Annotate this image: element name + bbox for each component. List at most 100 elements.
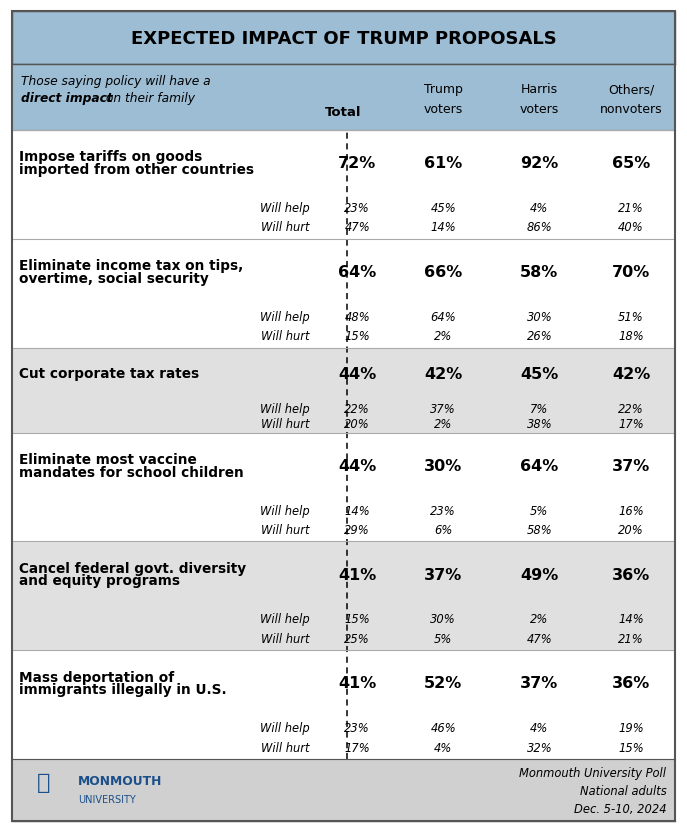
Text: Will hurt: Will hurt (260, 417, 309, 430)
Text: 37%: 37% (424, 567, 462, 582)
Text: 5%: 5% (434, 632, 452, 645)
Text: and equity programs: and equity programs (19, 574, 180, 588)
Text: Cut corporate tax rates: Cut corporate tax rates (19, 367, 199, 381)
Text: 2%: 2% (530, 613, 548, 626)
Text: 64%: 64% (520, 458, 559, 473)
Text: 23%: 23% (430, 504, 456, 517)
Text: 41%: 41% (338, 676, 376, 691)
Bar (12, 65, 675, 131)
Text: Will hurt: Will hurt (260, 632, 309, 645)
Bar (12, 12, 675, 65)
Text: 🏛: 🏛 (36, 772, 50, 792)
Bar (12, 433, 675, 542)
Text: 15%: 15% (618, 740, 644, 753)
Text: 22%: 22% (344, 402, 370, 415)
Text: 18%: 18% (618, 330, 644, 343)
Bar (12, 131, 675, 239)
Text: 37%: 37% (430, 402, 456, 415)
Text: Those saying policy will have a: Those saying policy will have a (21, 75, 210, 88)
Text: voters: voters (423, 103, 463, 116)
Text: Mass deportation of: Mass deportation of (19, 670, 174, 684)
Text: 4%: 4% (434, 740, 452, 753)
Text: 21%: 21% (618, 632, 644, 645)
Bar (12, 759, 675, 821)
Text: Cancel federal govt. diversity: Cancel federal govt. diversity (19, 561, 247, 575)
Text: 47%: 47% (526, 632, 552, 645)
Text: 7%: 7% (530, 402, 548, 415)
Text: 72%: 72% (338, 156, 376, 171)
Text: 2%: 2% (434, 330, 452, 343)
Text: 14%: 14% (344, 504, 370, 517)
Text: 58%: 58% (520, 265, 559, 280)
Text: 14%: 14% (618, 613, 644, 626)
Text: 4%: 4% (530, 202, 548, 214)
Text: 40%: 40% (618, 221, 644, 233)
Text: 19%: 19% (618, 721, 644, 734)
Bar (12, 651, 675, 759)
Text: 36%: 36% (612, 676, 650, 691)
Text: 42%: 42% (612, 366, 650, 381)
Text: 61%: 61% (424, 156, 462, 171)
Text: Others/: Others/ (608, 83, 654, 96)
Text: 5%: 5% (530, 504, 548, 517)
Text: MONMOUTH: MONMOUTH (78, 774, 162, 787)
Text: 48%: 48% (344, 310, 370, 324)
Text: immigrants illegally in U.S.: immigrants illegally in U.S. (19, 682, 227, 696)
Text: 44%: 44% (338, 366, 376, 381)
Bar (12, 542, 675, 651)
Text: nonvoters: nonvoters (600, 103, 662, 116)
Text: UNIVERSITY: UNIVERSITY (78, 793, 135, 804)
Text: 32%: 32% (526, 740, 552, 753)
Text: Will help: Will help (260, 721, 309, 734)
Text: Eliminate income tax on tips,: Eliminate income tax on tips, (19, 259, 243, 273)
Text: Total: Total (325, 106, 362, 119)
Text: EXPECTED IMPACT OF TRUMP PROPOSALS: EXPECTED IMPACT OF TRUMP PROPOSALS (131, 30, 556, 47)
Text: 23%: 23% (344, 721, 370, 734)
Bar (12, 239, 675, 349)
Text: direct impact: direct impact (21, 92, 113, 105)
Text: Will hurt: Will hurt (260, 740, 309, 753)
Text: 30%: 30% (424, 458, 462, 473)
Text: Will help: Will help (260, 310, 309, 324)
Text: 21%: 21% (618, 202, 644, 214)
Text: 58%: 58% (526, 523, 552, 537)
Text: 41%: 41% (338, 567, 376, 582)
Text: 6%: 6% (434, 523, 452, 537)
Text: 47%: 47% (344, 221, 370, 233)
Text: 17%: 17% (344, 740, 370, 753)
Text: 20%: 20% (344, 417, 370, 430)
Bar (12, 349, 675, 433)
Text: Will help: Will help (260, 202, 309, 214)
Text: voters: voters (519, 103, 559, 116)
Text: Impose tariffs on goods: Impose tariffs on goods (19, 150, 203, 164)
Text: 20%: 20% (618, 523, 644, 537)
Text: 37%: 37% (612, 458, 650, 473)
Text: 42%: 42% (424, 366, 462, 381)
Text: 51%: 51% (618, 310, 644, 324)
Text: imported from other countries: imported from other countries (19, 163, 254, 176)
Text: 30%: 30% (430, 613, 456, 626)
Text: 45%: 45% (520, 366, 559, 381)
Text: 44%: 44% (338, 458, 376, 473)
Text: 4%: 4% (530, 721, 548, 734)
Text: 16%: 16% (618, 504, 644, 517)
Text: 29%: 29% (344, 523, 370, 537)
Text: 23%: 23% (344, 202, 370, 214)
Text: 30%: 30% (526, 310, 552, 324)
Text: 66%: 66% (424, 265, 462, 280)
Text: 2%: 2% (434, 417, 452, 430)
Text: 45%: 45% (430, 202, 456, 214)
Text: Monmouth University Poll
National adults
Dec. 5-10, 2024: Monmouth University Poll National adults… (519, 766, 666, 815)
Text: Will help: Will help (260, 402, 309, 415)
Text: on their family: on their family (102, 92, 194, 105)
Text: 26%: 26% (526, 330, 552, 343)
Text: 86%: 86% (526, 221, 552, 233)
Text: Will hurt: Will hurt (260, 523, 309, 537)
Text: 70%: 70% (612, 265, 650, 280)
Text: Will help: Will help (260, 504, 309, 517)
Text: 49%: 49% (520, 567, 559, 582)
Text: 25%: 25% (344, 632, 370, 645)
Text: Will hurt: Will hurt (260, 221, 309, 233)
Text: Harris: Harris (521, 83, 558, 96)
Text: 22%: 22% (618, 402, 644, 415)
